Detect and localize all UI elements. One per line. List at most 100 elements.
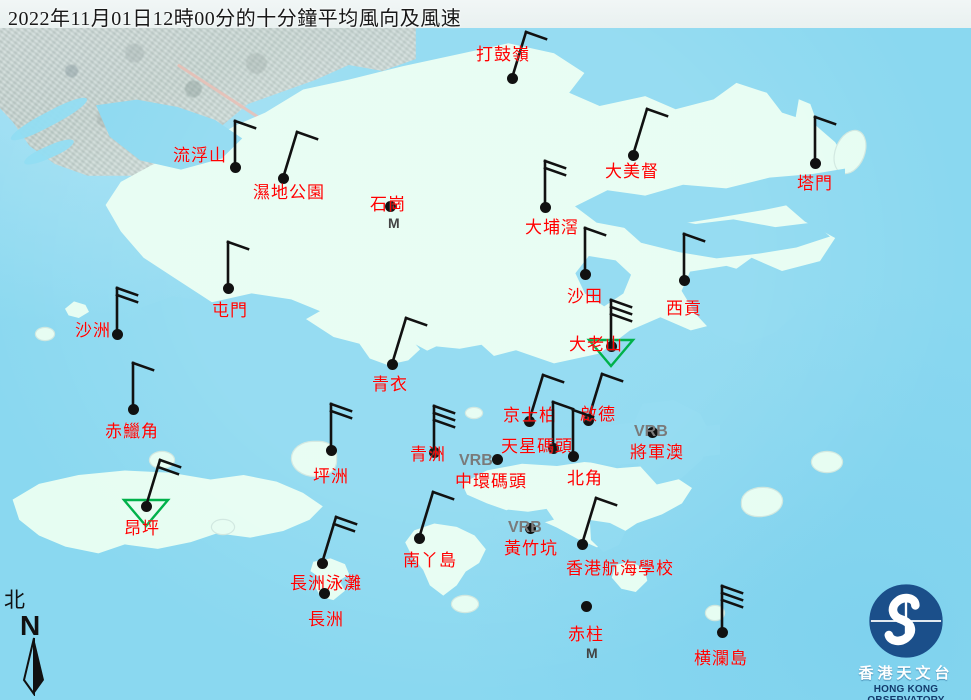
station-marker-dot xyxy=(413,532,425,544)
hko-name-en: HONG KONG OBSERVATORY xyxy=(867,683,945,700)
wind-barb-icon xyxy=(390,316,428,366)
station-marker-dot xyxy=(127,403,139,415)
landmass-islet-f xyxy=(812,452,842,472)
hko-emblem-icon xyxy=(869,584,943,658)
wind-barb-icon xyxy=(320,515,358,565)
station-maintenance-marker: M xyxy=(388,215,400,231)
hko-logo: 香港天文台 HONG KONG OBSERVATORY xyxy=(846,582,966,700)
station-marker-dot xyxy=(222,282,234,294)
variable-wind-label: VRB xyxy=(508,519,542,536)
landmass-islet-c xyxy=(212,520,234,534)
gale-warning-triangle-icon xyxy=(121,498,171,528)
station-name-label: 昂坪 xyxy=(124,519,160,538)
station-name-label: 啟德 xyxy=(580,405,616,424)
station-marker-dot xyxy=(547,442,559,454)
station-name-label: 香港航海學校 xyxy=(566,559,674,578)
station-name-label: 北角 xyxy=(567,469,603,488)
wind-barb-icon xyxy=(609,298,633,348)
wind-barb-icon xyxy=(144,458,182,508)
station-marker-dot xyxy=(506,72,518,84)
wind-barb-icon xyxy=(543,159,567,209)
station-name-label: 濕地公園 xyxy=(253,183,325,202)
station-name-label: 赤鱲角 xyxy=(105,422,159,441)
station-marker-dot xyxy=(627,149,639,161)
station-name-label: 大老山 xyxy=(569,335,623,354)
station-name-label: 屯門 xyxy=(212,301,248,320)
station-marker-dot xyxy=(605,340,617,352)
station-marker-dot xyxy=(582,414,594,426)
station-name-label: 大美督 xyxy=(605,162,659,181)
station-marker-dot xyxy=(316,557,328,569)
wind-barb-icon xyxy=(115,286,139,336)
wind-barb-icon xyxy=(720,584,744,634)
wind-barb-icon xyxy=(281,130,319,180)
wind-barb-icon xyxy=(571,408,595,458)
wind-barb-icon xyxy=(527,373,565,423)
station-name-label: 横瀾島 xyxy=(694,649,748,668)
wind-barb-icon xyxy=(510,30,548,80)
station-marker-dot xyxy=(428,446,440,458)
wind-barb-icon xyxy=(417,490,455,540)
station-marker-dot xyxy=(646,426,658,438)
station-marker-dot xyxy=(386,358,398,370)
wind-barb-icon xyxy=(631,107,669,157)
landmass-islet-b xyxy=(466,408,482,418)
station-marker-dot xyxy=(576,538,588,550)
station-name-label: 坪洲 xyxy=(313,467,349,486)
station-marker-dot xyxy=(579,268,591,280)
wind-barb-icon xyxy=(551,400,575,450)
station-marker-dot xyxy=(567,450,579,462)
water-aberdeen-channel xyxy=(492,508,554,527)
station-marker-dot xyxy=(111,328,123,340)
landmass-islet-a xyxy=(36,328,54,340)
compass-needle-icon xyxy=(22,637,44,696)
station-name-label: 將軍澳 xyxy=(630,443,684,462)
water-rambler-channel xyxy=(416,344,494,367)
station-marker-dot xyxy=(716,626,728,638)
wind-barb-icon xyxy=(432,404,456,454)
station-name-label: 黃竹坑 xyxy=(504,539,558,558)
wind-barb-icon xyxy=(813,115,837,165)
station-marker-dot xyxy=(325,444,337,456)
station-name-label: 打鼓嶺 xyxy=(476,45,530,64)
wind-barb-icon xyxy=(131,361,155,411)
station-name-label: 長洲 xyxy=(308,610,344,629)
station-marker-dot xyxy=(523,415,535,427)
wind-barb-icon xyxy=(682,232,706,282)
station-maintenance-marker: M xyxy=(586,645,598,661)
station-marker-dot xyxy=(580,600,592,612)
station-name-label: 長洲泳灘 xyxy=(290,574,362,593)
wind-barb-icon xyxy=(586,372,624,422)
station-marker-dot xyxy=(491,453,503,465)
variable-wind-label: VRB xyxy=(634,423,668,440)
station-name-label: 京士柏 xyxy=(503,406,557,425)
station-marker-dot xyxy=(277,172,289,184)
station-name-label: 沙洲 xyxy=(75,321,111,340)
station-marker-dot xyxy=(384,200,396,212)
landmass-islet-e xyxy=(742,488,782,516)
station-marker-dot xyxy=(524,522,536,534)
variable-wind-label: VRB xyxy=(459,452,493,469)
station-name-label: 中環碼頭 xyxy=(455,472,527,491)
station-name-label: 沙田 xyxy=(567,287,603,306)
wind-barb-icon xyxy=(233,119,257,169)
station-name-label: 西貢 xyxy=(666,299,702,318)
station-name-label: 石崗 xyxy=(370,195,406,214)
station-marker-dot xyxy=(229,161,241,173)
station-marker-dot xyxy=(140,500,152,512)
station-marker-dot xyxy=(539,201,551,213)
station-name-label: 天星碼頭 xyxy=(501,437,573,456)
title-banner xyxy=(0,0,971,28)
wind-barb-icon xyxy=(583,226,607,276)
landmass-islet-d xyxy=(452,596,478,612)
compass-north-label-en: N xyxy=(20,610,41,641)
page-title: 2022年11月01日12時00分的十分鐘平均風向及風速 xyxy=(8,8,462,30)
station-marker-dot xyxy=(318,587,330,599)
station-name-label: 流浮山 xyxy=(173,146,227,165)
landmass-sha-chau xyxy=(65,301,89,319)
wind-barb-icon xyxy=(329,402,353,452)
hko-name-cn: 香港天文台 xyxy=(858,666,954,682)
station-name-label: 塔門 xyxy=(797,174,833,193)
compass-north-label-cn: 北 xyxy=(4,588,25,612)
